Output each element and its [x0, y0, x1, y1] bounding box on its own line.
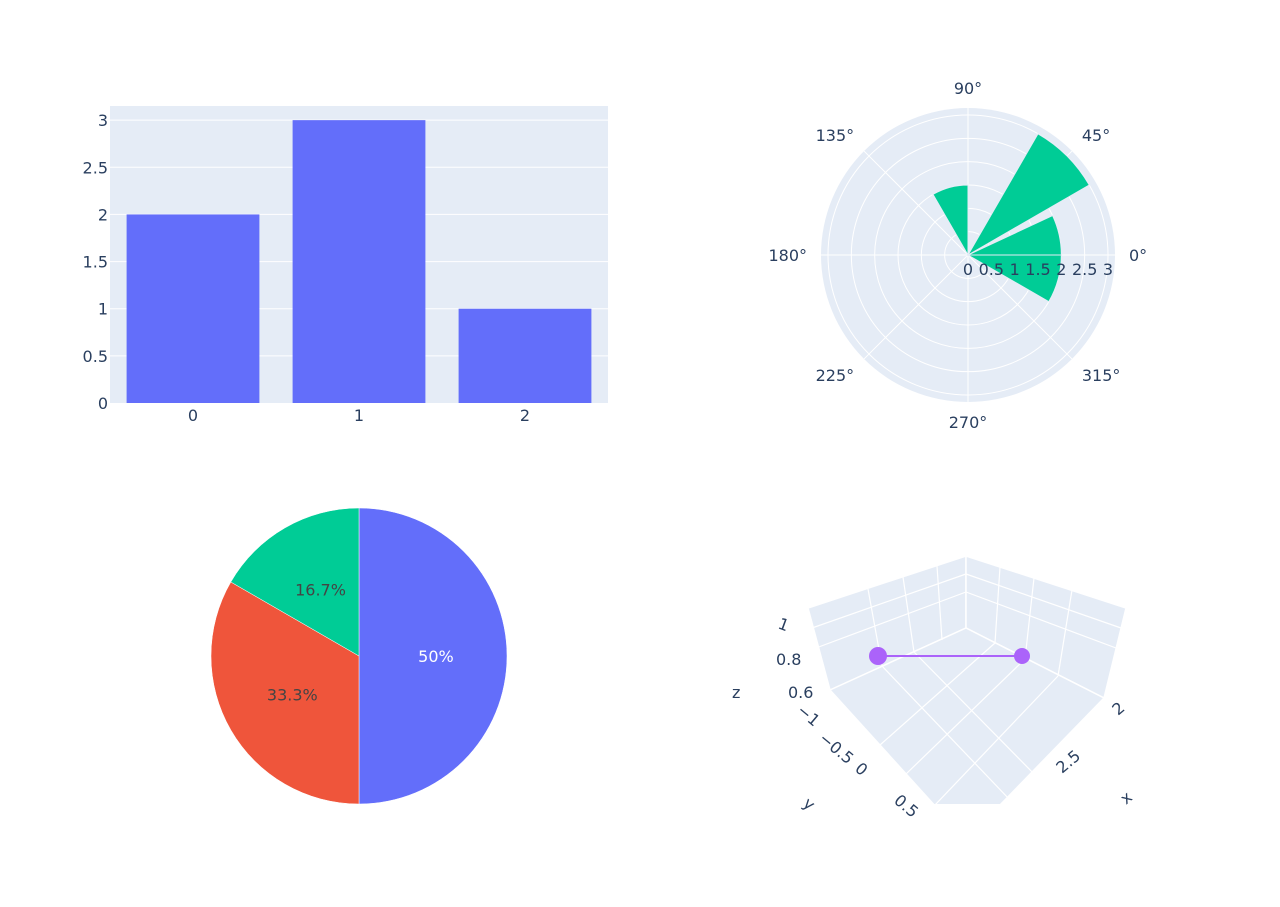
- y-tick-2: 0: [851, 759, 871, 780]
- scatter3d-trace: [869, 647, 1030, 665]
- z-axis-title: z: [732, 683, 740, 702]
- polar-radial-tick: 1: [1010, 260, 1020, 279]
- z-tick-1: 0.8: [776, 650, 801, 669]
- polar-angular-tick: 180°: [768, 246, 807, 265]
- bar-y-tick: 1.5: [83, 253, 108, 272]
- bar-1: [292, 120, 426, 404]
- polar-radial-tick: 2.5: [1072, 260, 1097, 279]
- polar-angular-tick: 45°: [1082, 126, 1110, 145]
- polar-radial-tick: 0: [963, 260, 973, 279]
- bar-y-tick: 1: [98, 300, 108, 319]
- polar-radial-tick: 1.5: [1025, 260, 1050, 279]
- bar-x-tick: 0: [188, 406, 198, 425]
- bar-x-axis: 0 1 2: [188, 406, 530, 425]
- pie-label-0: 50%: [418, 647, 454, 666]
- y-tick-0: −1: [793, 701, 823, 731]
- y-tick-1: −0.5: [815, 729, 857, 769]
- scene-floor: [828, 627, 1106, 804]
- bar-x-tick: 1: [354, 406, 364, 425]
- z-tick-0: 1: [776, 614, 792, 635]
- bar-2: [458, 308, 592, 403]
- scatter3d-chart: 1 0.8 0.6 z −1 −0.5 0 0.5 y 2 2.5 x: [732, 554, 1136, 822]
- polar-series: [932, 133, 1090, 303]
- x-tick-0: 2: [1108, 698, 1128, 719]
- bar-y-tick: 3: [98, 111, 108, 130]
- x-tick-1: 2.5: [1052, 746, 1084, 777]
- y-tick-3: 0.5: [890, 791, 922, 822]
- polar-radial-axis: 0 0.5 1 1.5 2 2.5 3: [963, 260, 1113, 279]
- y-axis-title: y: [799, 794, 818, 815]
- polar-angular-axis: 0° 45° 90° 135° 180° 225° 270° 315°: [768, 79, 1147, 432]
- pie-slice-2: [230, 507, 360, 657]
- polar-bar-3: [966, 254, 1062, 303]
- pie-series: [210, 507, 508, 805]
- polar-angular-tick: 315°: [1082, 366, 1121, 385]
- bar-series: [126, 120, 592, 404]
- polar-angular-tick: 270°: [949, 413, 988, 432]
- scene-gridlines: [811, 565, 1122, 804]
- pie-slice-0: [358, 507, 508, 805]
- bar-chart: 0 0.5 1 1.5 2 2.5 3 0 1 2: [83, 106, 608, 425]
- pie-label-2: 16.7%: [295, 580, 346, 599]
- polar-radial-tick: 3: [1103, 260, 1113, 279]
- polar-spoke: [863, 150, 969, 256]
- pie-chart: 50% 33.3% 16.7%: [210, 507, 508, 805]
- scatter3d-point-1: [1014, 648, 1030, 664]
- polar-spoke: [967, 254, 1073, 360]
- x-axis-title: x: [1116, 787, 1135, 808]
- bar-x-tick: 2: [520, 406, 530, 425]
- bar-y-tick: 0: [98, 394, 108, 413]
- pie-slice-1: [210, 581, 360, 805]
- polar-angular-tick: 90°: [954, 79, 982, 98]
- bar-y-tick: 2.5: [83, 158, 108, 177]
- polar-radial-tick: 2: [1056, 260, 1066, 279]
- pie-labels: 50% 33.3% 16.7%: [267, 580, 454, 704]
- polar-angular-tick: 0°: [1129, 246, 1147, 265]
- bar-0: [126, 214, 260, 403]
- z-tick-2: 0.6: [788, 683, 813, 702]
- bar-y-tick: 2: [98, 205, 108, 224]
- bar-y-axis: 0 0.5 1 1.5 2 2.5 3: [83, 111, 108, 413]
- polar-bar-0: [966, 133, 1090, 257]
- polar-spoke: [863, 254, 969, 360]
- polar-bar-2: [932, 184, 969, 257]
- polar-radial-tick: 0.5: [979, 260, 1004, 279]
- bar-y-tick: 0.5: [83, 347, 108, 366]
- scatter3d-point-0: [869, 647, 887, 665]
- pie-label-1: 33.3%: [267, 685, 318, 704]
- polar-angular-tick: 225°: [816, 366, 855, 385]
- polar-chart: 0 0.5 1 1.5 2 2.5 3 0° 45° 90° 135° 180° 225° 270° 31…: [768, 79, 1147, 432]
- polar-angular-tick: 135°: [816, 126, 855, 145]
